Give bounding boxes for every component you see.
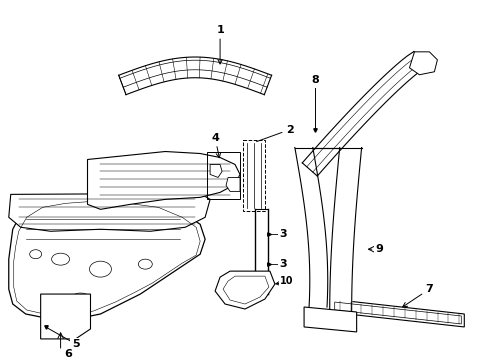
Ellipse shape (51, 253, 70, 265)
Polygon shape (41, 294, 91, 339)
Polygon shape (226, 177, 240, 192)
Bar (243, 140, 265, 211)
Polygon shape (210, 165, 222, 177)
Polygon shape (410, 52, 438, 75)
Polygon shape (302, 51, 425, 176)
Ellipse shape (138, 259, 152, 269)
Polygon shape (9, 197, 205, 319)
Polygon shape (330, 148, 362, 312)
Polygon shape (330, 299, 465, 327)
Text: 4: 4 (211, 132, 220, 158)
Polygon shape (304, 307, 357, 332)
Text: 5: 5 (72, 339, 79, 349)
Text: 7: 7 (403, 284, 433, 307)
Text: 6: 6 (65, 349, 73, 359)
Polygon shape (295, 148, 328, 307)
Polygon shape (119, 57, 271, 95)
Text: 3: 3 (279, 229, 287, 239)
Ellipse shape (90, 261, 111, 277)
Text: 9: 9 (376, 244, 384, 254)
Text: 1: 1 (216, 25, 224, 64)
Polygon shape (9, 193, 210, 231)
Text: 2: 2 (257, 125, 294, 141)
Ellipse shape (30, 250, 42, 259)
Polygon shape (88, 152, 240, 209)
Polygon shape (215, 271, 275, 309)
Text: 8: 8 (311, 75, 319, 85)
Polygon shape (335, 302, 461, 324)
Text: 10: 10 (280, 276, 294, 286)
Ellipse shape (71, 293, 91, 305)
Text: 3: 3 (279, 259, 287, 269)
